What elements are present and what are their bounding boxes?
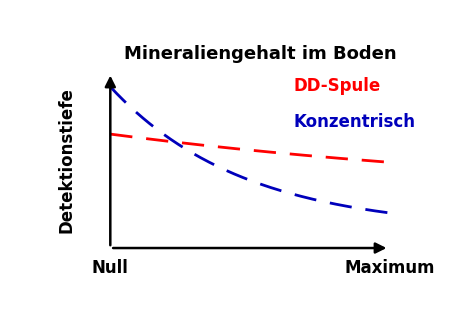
- Text: Maximum: Maximum: [344, 259, 435, 277]
- Text: Null: Null: [92, 259, 129, 277]
- Text: DD-Spule: DD-Spule: [293, 77, 381, 95]
- Text: Mineraliengehalt im Boden: Mineraliengehalt im Boden: [124, 45, 396, 63]
- Text: Konzentrisch: Konzentrisch: [293, 113, 415, 131]
- Text: Detektionstiefe: Detektionstiefe: [58, 87, 76, 233]
